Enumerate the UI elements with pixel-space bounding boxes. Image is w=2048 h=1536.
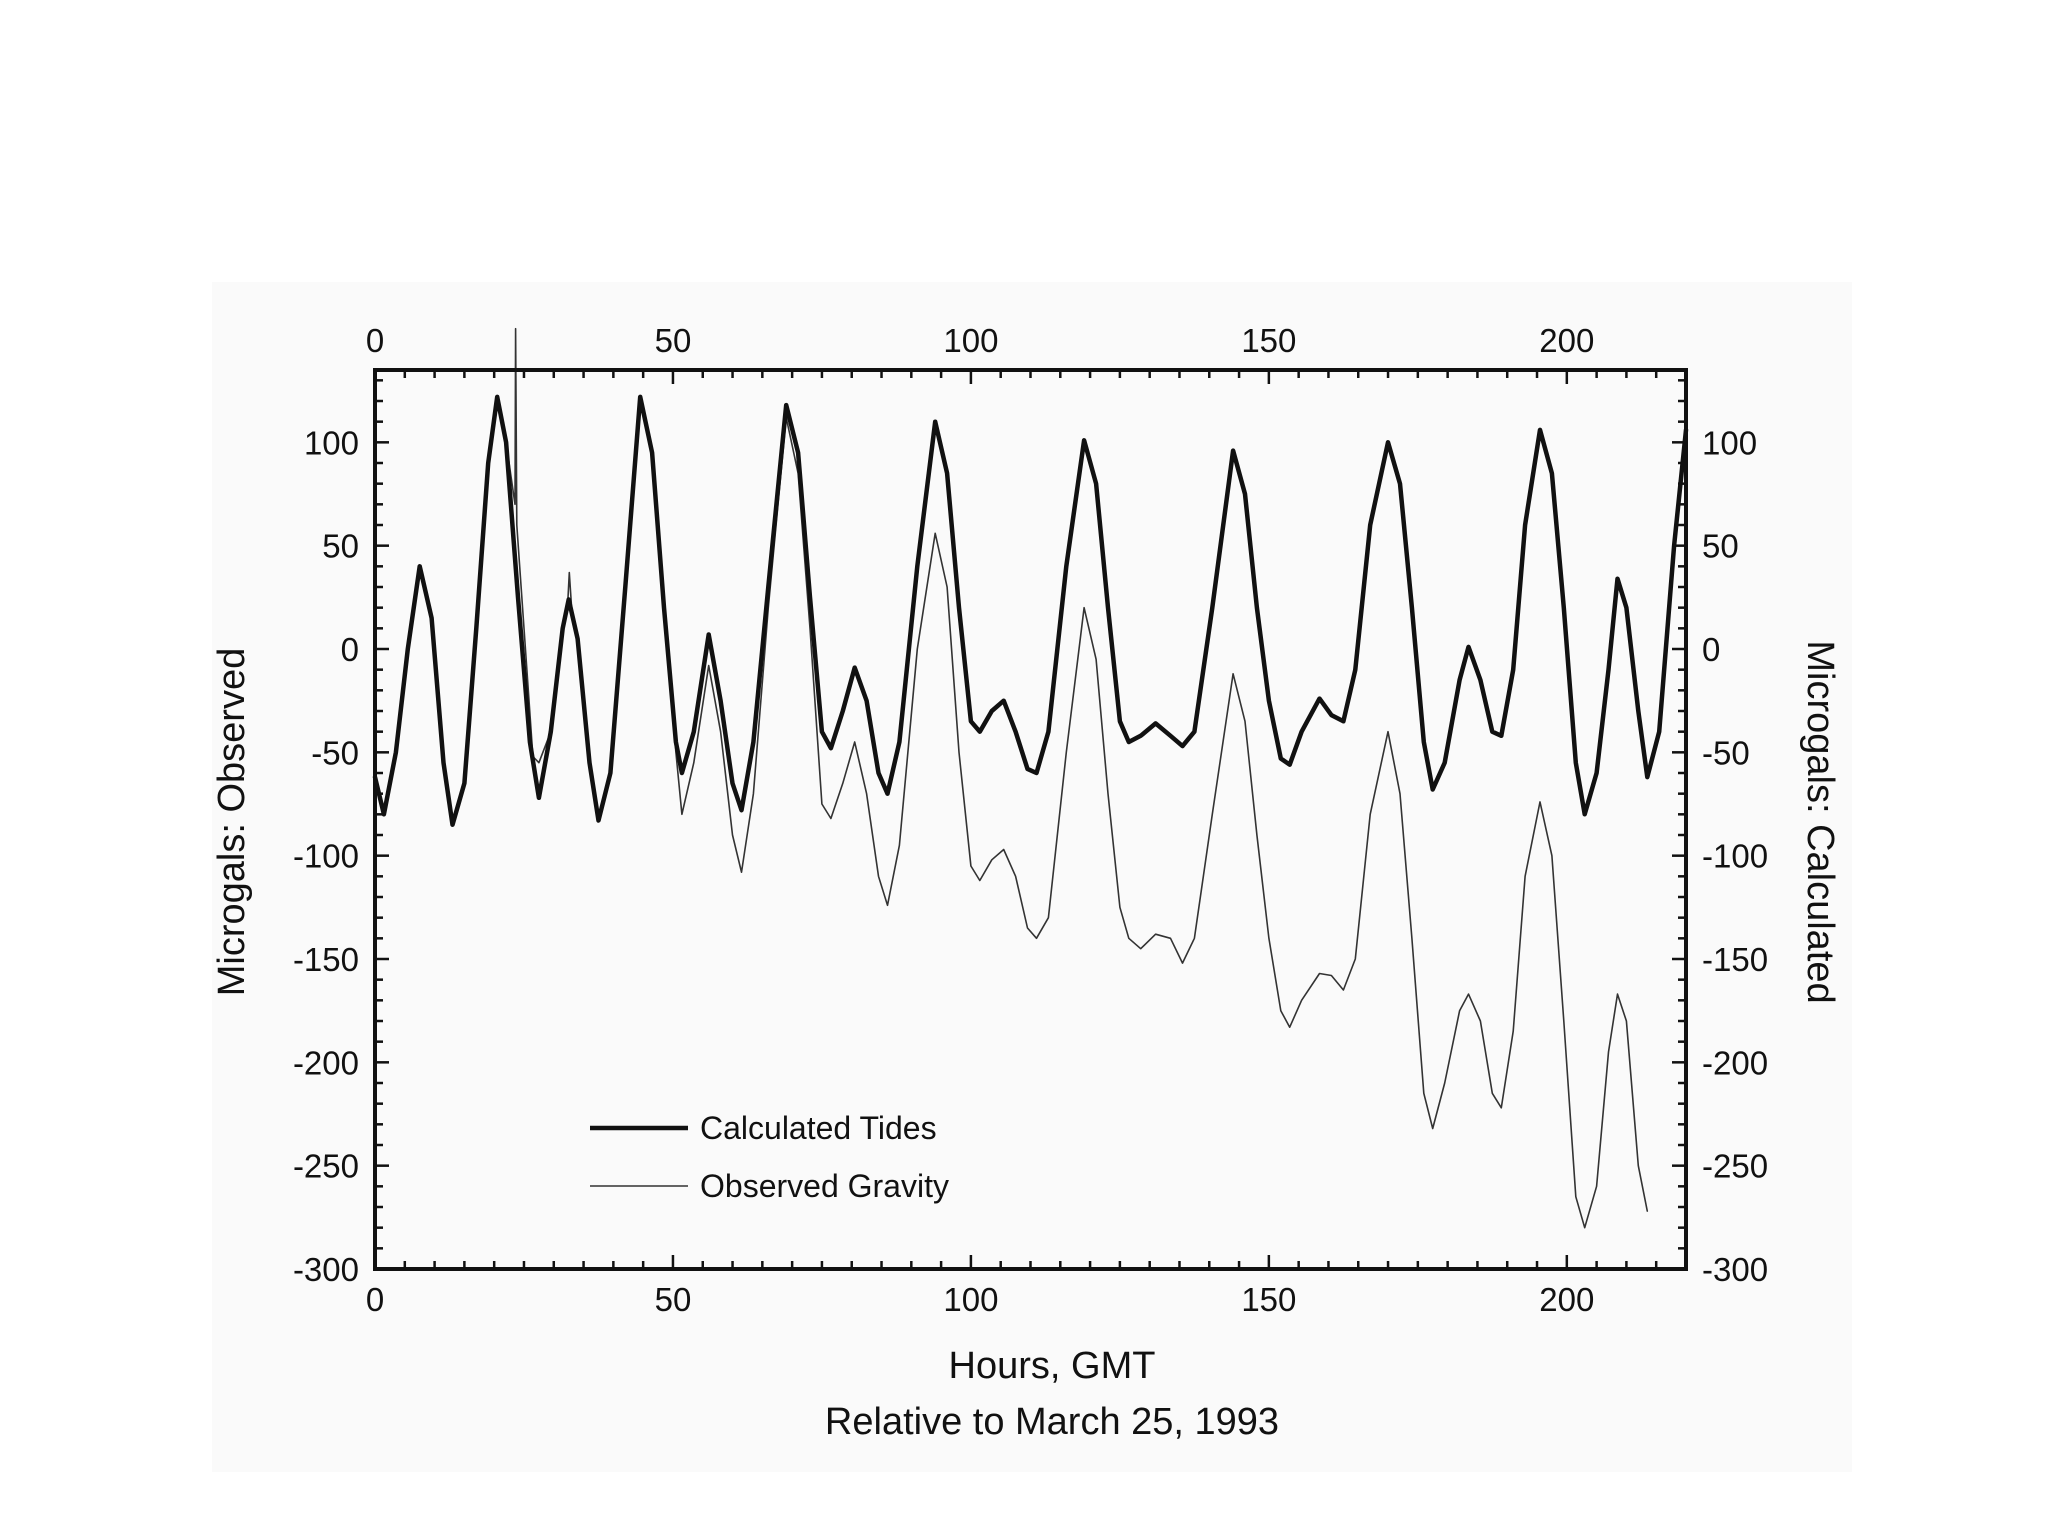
- x-axis-title: Hours, GMT: [949, 1345, 1156, 1387]
- x-tick-label-bottom: 50: [655, 1281, 692, 1318]
- x-axis-subtitle: Relative to March 25, 1993: [825, 1401, 1279, 1443]
- y-tick-label-left: -250: [293, 1148, 359, 1185]
- y-tick-label-left: 0: [341, 631, 359, 668]
- y-tick-label-left: 100: [304, 424, 359, 461]
- y-tick-label-left: 50: [322, 528, 359, 565]
- y-tick-label-right: -300: [1702, 1251, 1768, 1288]
- x-tick-label-top: 150: [1241, 322, 1296, 359]
- x-tick-label-top: 200: [1539, 322, 1594, 359]
- axis-ticks: [373, 370, 1688, 1271]
- x-tick-label-bottom: 200: [1539, 1281, 1594, 1318]
- y-tick-label-left: -200: [293, 1044, 359, 1081]
- chart-panel: 0 0 50 50 100 100 150 150 200 200 100 100 50 50 0 0 -50 -…: [212, 282, 1852, 1472]
- x-tick-label-bottom: 100: [943, 1281, 998, 1318]
- y-tick-label-left: -300: [293, 1251, 359, 1288]
- y-tick-label-right: -200: [1702, 1044, 1768, 1081]
- x-tick-label-bottom: 0: [366, 1281, 384, 1318]
- y-axis-title-left: Microgals: Observed: [212, 648, 253, 996]
- series-curves: [372, 327, 1689, 1229]
- y-axis-title-right: Microgals: Calculated: [1799, 640, 1841, 1003]
- x-tick-label-top: 50: [655, 322, 692, 359]
- tick-labels: 0 0 50 50 100 100 150 150 200 200 100 100 50 50 0 0 -50 -…: [293, 322, 1768, 1318]
- y-tick-label-right: 100: [1702, 424, 1757, 461]
- x-tick-label-top: 0: [366, 322, 384, 359]
- legend-label-observed-gravity: Observed Gravity: [700, 1168, 949, 1204]
- legend-label-calculated-tides: Calculated Tides: [700, 1110, 937, 1146]
- y-tick-label-left: -100: [293, 838, 359, 875]
- plot-frame: [373, 368, 1688, 1271]
- series-line-calculated-tides: [372, 394, 1689, 827]
- series-line-observed-gravity: [374, 327, 1649, 1229]
- y-tick-label-left: -150: [293, 941, 359, 978]
- x-tick-label-bottom: 150: [1241, 1281, 1296, 1318]
- line-chart: 0 0 50 50 100 100 150 150 200 200 100 100 50 50 0 0 -50 -…: [212, 322, 1841, 1443]
- y-tick-label-left: -50: [311, 734, 359, 771]
- y-tick-label-right: -50: [1702, 734, 1750, 771]
- y-tick-label-right: -250: [1702, 1148, 1768, 1185]
- y-tick-label-right: -100: [1702, 838, 1768, 875]
- y-tick-label-right: -150: [1702, 941, 1768, 978]
- y-tick-label-right: 50: [1702, 528, 1739, 565]
- y-tick-label-right: 0: [1702, 631, 1720, 668]
- legend: Calculated Tides Observed Gravity: [590, 1110, 949, 1204]
- x-tick-label-top: 100: [943, 322, 998, 359]
